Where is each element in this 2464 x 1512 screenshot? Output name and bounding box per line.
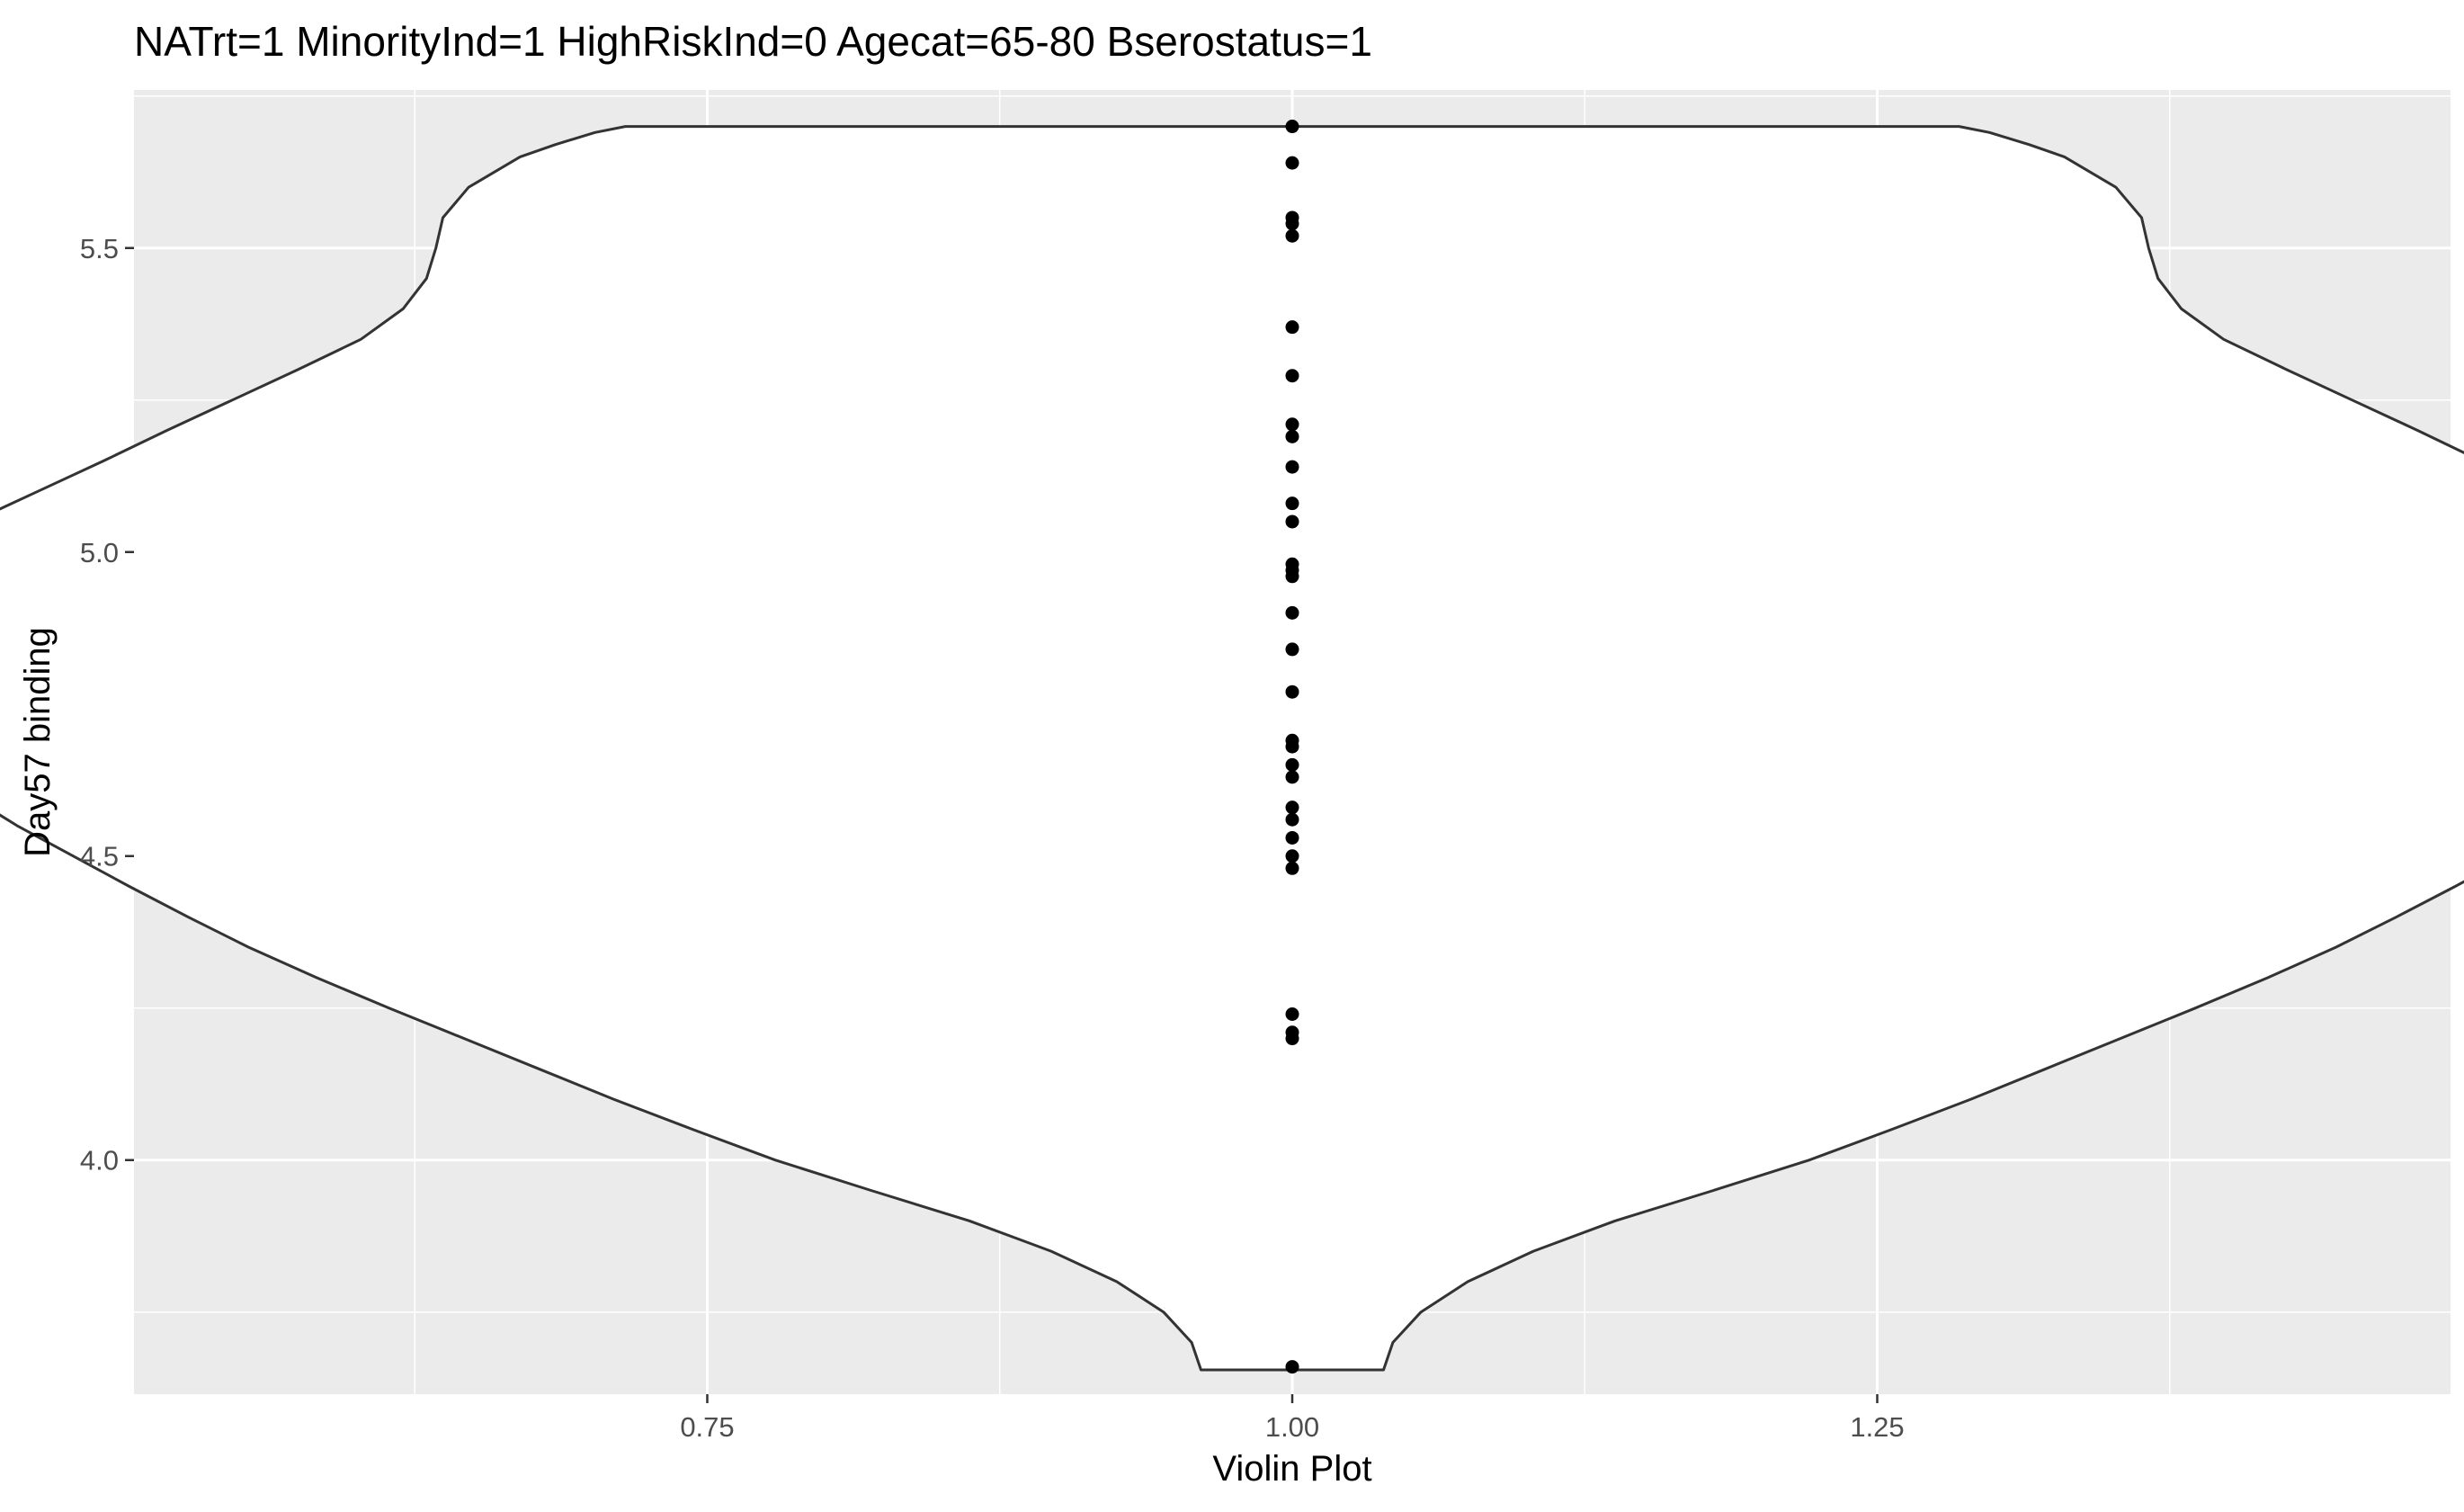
y-tick-label: 5.0 bbox=[80, 537, 119, 568]
data-point bbox=[1285, 369, 1299, 383]
data-point bbox=[1285, 156, 1299, 170]
x-axis-ticks: 0.75 1.00 1.25 bbox=[680, 1394, 1905, 1443]
x-tick-label: 1.00 bbox=[1265, 1411, 1319, 1443]
violin-shape bbox=[0, 125, 2464, 1372]
data-point bbox=[1285, 320, 1299, 335]
data-point bbox=[1285, 1032, 1299, 1046]
data-point bbox=[1285, 217, 1299, 231]
data-point bbox=[1285, 514, 1299, 529]
x-tick-label: 1.25 bbox=[1850, 1411, 1904, 1443]
data-point bbox=[1285, 417, 1299, 432]
data-point bbox=[1285, 812, 1299, 827]
data-point bbox=[1285, 228, 1299, 243]
data-point bbox=[1285, 830, 1299, 845]
data-point bbox=[1285, 120, 1299, 134]
y-axis-title: Day57 binding bbox=[18, 627, 58, 857]
data-point bbox=[1285, 569, 1299, 584]
x-axis-title: Violin Plot bbox=[1212, 1449, 1371, 1489]
data-point bbox=[1285, 849, 1299, 863]
data-point bbox=[1285, 801, 1299, 815]
data-points bbox=[1285, 120, 1299, 1374]
x-tick-label: 0.75 bbox=[680, 1411, 734, 1443]
data-point bbox=[1285, 861, 1299, 875]
data-point bbox=[1285, 770, 1299, 784]
y-axis-ticks: 4.0 4.5 5.0 5.5 bbox=[80, 233, 134, 1176]
data-point bbox=[1285, 497, 1299, 511]
data-point bbox=[1285, 739, 1299, 754]
data-point bbox=[1285, 757, 1299, 772]
data-point bbox=[1285, 460, 1299, 474]
data-point bbox=[1285, 1360, 1299, 1374]
data-point bbox=[1285, 429, 1299, 443]
data-point bbox=[1285, 605, 1299, 620]
y-tick-label: 4.0 bbox=[80, 1145, 119, 1176]
y-tick-label: 4.5 bbox=[80, 841, 119, 872]
chart-title: NATrt=1 MinorityInd=1 HighRiskInd=0 Agec… bbox=[134, 18, 1372, 65]
data-point bbox=[1285, 684, 1299, 699]
y-tick-label: 5.5 bbox=[80, 233, 119, 264]
data-point bbox=[1285, 1007, 1299, 1022]
data-point bbox=[1285, 642, 1299, 657]
